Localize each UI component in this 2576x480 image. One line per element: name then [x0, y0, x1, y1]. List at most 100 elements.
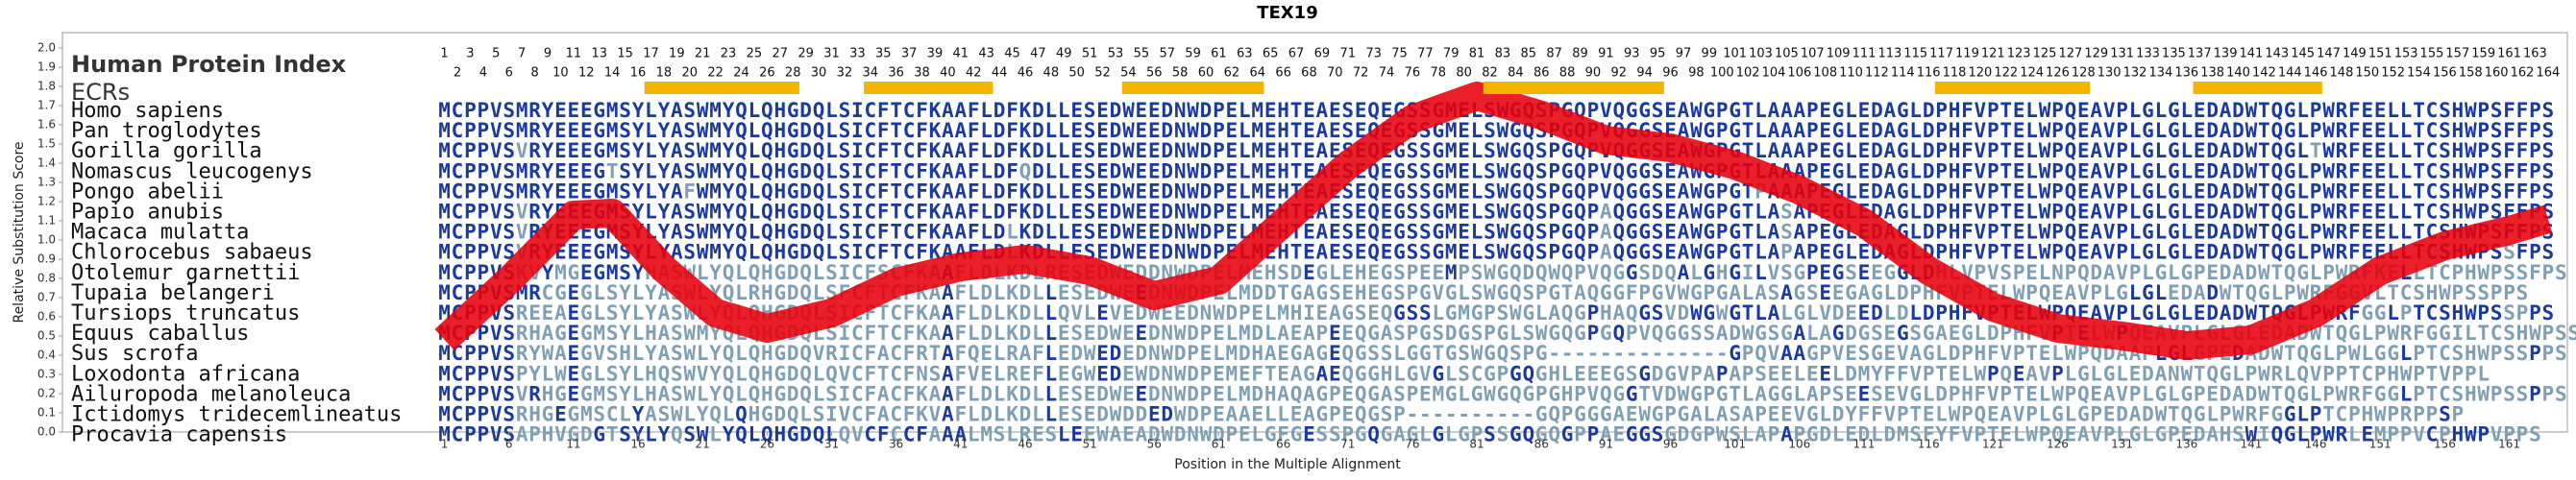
y-tick-label: 1.7 — [37, 99, 56, 112]
y-tick-label: 1.0 — [37, 233, 56, 247]
column-number: 150 — [2355, 66, 2379, 81]
x-tick-label: 96 — [1663, 438, 1678, 451]
x-tick-label: 91 — [1599, 438, 1613, 451]
column-number: 157 — [2445, 47, 2469, 61]
column-number: 153 — [2394, 47, 2418, 61]
column-number: 143 — [2265, 47, 2289, 61]
column-number: 3 — [466, 47, 474, 61]
column-number: 94 — [1636, 66, 1653, 81]
species-name: Papio anubis — [71, 201, 224, 225]
y-tick-label: 1.3 — [37, 176, 56, 189]
chart-title: TEX19 — [1257, 3, 1318, 23]
column-number: 128 — [2072, 66, 2096, 81]
column-number: 44 — [992, 66, 1008, 81]
species-name: Homo sapiens — [71, 99, 224, 123]
column-number: 140 — [2226, 66, 2250, 81]
column-number: 33 — [849, 47, 866, 61]
column-number: 27 — [773, 47, 789, 61]
species-name: Equus caballus — [71, 322, 249, 346]
column-number: 144 — [2278, 66, 2302, 81]
column-number: 21 — [695, 47, 711, 61]
alignment: Homo sapiens MCPPVSMRYEEEGMSYLYASWMYQLQHG… — [71, 99, 2576, 447]
x-tick-label: 141 — [2240, 438, 2262, 451]
x-tick-label: 6 — [505, 438, 513, 451]
column-number: 145 — [2291, 47, 2315, 61]
column-number: 74 — [1379, 66, 1395, 81]
column-number: 137 — [2188, 47, 2212, 61]
column-number: 25 — [747, 47, 763, 61]
column-number: 81 — [1469, 47, 1485, 61]
column-number: 67 — [1288, 47, 1305, 61]
column-number: 97 — [1676, 47, 1692, 61]
column-number: 124 — [2020, 66, 2044, 81]
column-number: 111 — [1852, 47, 1877, 61]
column-number: 45 — [1004, 47, 1020, 61]
species-name: Tursiops truncatus — [71, 301, 300, 325]
y-tick-label: 1.5 — [37, 137, 56, 151]
column-number: 91 — [1598, 47, 1614, 61]
column-number: 65 — [1263, 47, 1279, 61]
column-number: 106 — [1787, 66, 1811, 81]
x-tick-label: 31 — [824, 438, 839, 451]
column-number: 39 — [927, 47, 944, 61]
x-tick-label: 61 — [1212, 438, 1226, 451]
column-number: 36 — [888, 66, 904, 81]
column-number: 15 — [617, 47, 633, 61]
x-tick-label: 16 — [630, 438, 645, 451]
column-number: 2 — [454, 66, 461, 81]
column-number: 72 — [1353, 66, 1369, 81]
x-tick-label: 131 — [2111, 438, 2133, 451]
column-number: 135 — [2162, 47, 2186, 61]
column-number: 125 — [2033, 47, 2057, 61]
column-number: 63 — [1237, 47, 1253, 61]
x-tick-label: 81 — [1469, 438, 1484, 451]
species-name: Loxodonta africana — [71, 362, 300, 386]
column-number: 48 — [1043, 66, 1060, 81]
column-number: 80 — [1456, 66, 1472, 81]
column-number: 30 — [811, 66, 827, 81]
sequence: MCPPVSMRYEEEGMSYLYASWMYQLQHGDQLSICFTCFKA… — [438, 119, 2554, 142]
column-number: 19 — [669, 47, 685, 61]
column-number: 121 — [1981, 47, 2005, 61]
x-tick-label: 56 — [1147, 438, 1162, 451]
column-number: 24 — [733, 66, 749, 81]
column-number: 40 — [940, 66, 956, 81]
y-tick-label: 0.6 — [37, 310, 56, 324]
column-number: 98 — [1688, 66, 1705, 81]
x-tick-label: 26 — [760, 438, 774, 451]
column-number: 26 — [759, 66, 775, 81]
y-tick-label: 0.5 — [37, 329, 56, 343]
column-number: 60 — [1198, 66, 1214, 81]
column-number: 31 — [823, 47, 840, 61]
y-tick-label: 1.6 — [37, 118, 56, 132]
ecr-label: ECRs — [71, 79, 130, 106]
y-tick-label: 0.8 — [37, 272, 56, 285]
column-number: 46 — [1018, 66, 1034, 81]
column-number: 134 — [2149, 66, 2173, 81]
column-number: 29 — [797, 47, 814, 61]
column-number: 38 — [914, 66, 930, 81]
column-number: 18 — [656, 66, 673, 81]
column-number: 149 — [2343, 47, 2367, 61]
column-number: 17 — [643, 47, 659, 61]
x-tick-label: 116 — [1918, 438, 1940, 451]
species-name: Pongo abelii — [71, 180, 224, 204]
column-number: 162 — [2511, 66, 2535, 81]
column-number: 11 — [566, 47, 582, 61]
column-number: 51 — [1082, 47, 1098, 61]
column-number: 114 — [1891, 66, 1915, 81]
column-number: 104 — [1762, 66, 1786, 81]
sequence: MCPPVSAPHVGDGTSYLYQSWLYQLQHGDQLQVCFCCFAA… — [438, 423, 2541, 446]
column-number: 138 — [2200, 66, 2224, 81]
column-number: 90 — [1585, 66, 1602, 81]
x-tick-label: 151 — [2369, 438, 2392, 451]
y-tick-label: 1.4 — [37, 156, 56, 170]
column-number: 61 — [1211, 47, 1227, 61]
column-number: 122 — [1994, 66, 2018, 81]
column-number: 14 — [604, 66, 621, 81]
column-number: 62 — [1224, 66, 1240, 81]
column-number: 126 — [2046, 66, 2070, 81]
ecr-bar — [2193, 82, 2322, 94]
column-number: 54 — [1120, 66, 1137, 81]
column-number: 117 — [1929, 47, 1953, 61]
